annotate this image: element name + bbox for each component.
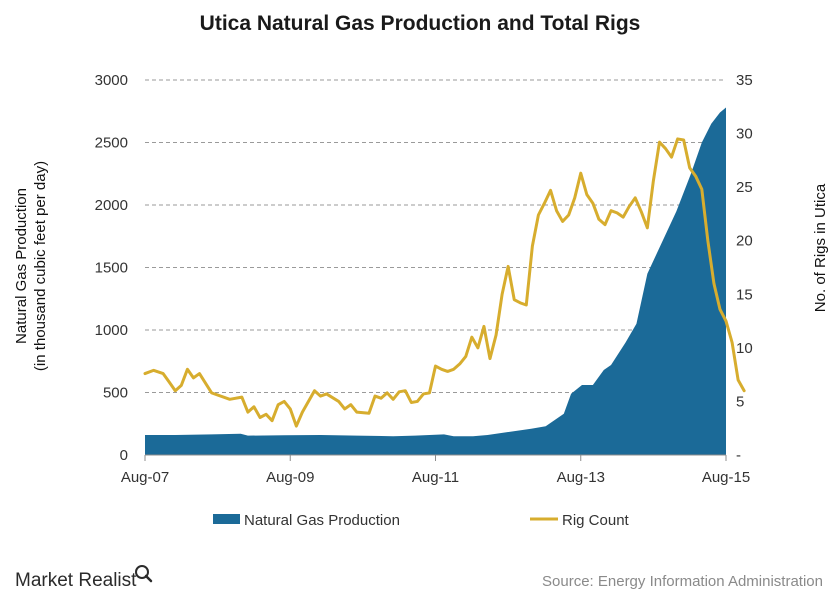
- right-tick-label: 30: [736, 126, 753, 143]
- right-tick-label: 5: [736, 393, 744, 410]
- magnifier-icon: [135, 565, 153, 583]
- left-axis-ticks: 0 500 1000 1500 2000 2500 3000: [95, 72, 128, 464]
- left-tick-label: 1000: [95, 322, 128, 339]
- left-axis-label-line2: (in thousand cubic feet per day): [32, 161, 49, 371]
- x-tick-label: Aug-09: [266, 469, 314, 486]
- right-tick-label: 10: [736, 340, 753, 357]
- legend-label-production: Natural Gas Production: [244, 512, 400, 529]
- right-tick-label: 35: [736, 72, 753, 89]
- x-tick-label: Aug-13: [557, 469, 605, 486]
- source-note: Source: Energy Information Administratio…: [542, 573, 823, 590]
- rig-line-layer: [143, 137, 746, 428]
- x-axis-ticks: Aug-07 Aug-09 Aug-11 Aug-13 Aug-15: [121, 455, 750, 486]
- x-tick-label: Aug-07: [121, 469, 169, 486]
- legend-label-rig-count: Rig Count: [562, 512, 630, 529]
- x-tick-label: Aug-15: [702, 469, 750, 486]
- legend: Natural Gas Production Rig Count: [213, 512, 630, 529]
- left-tick-label: 2000: [95, 197, 128, 214]
- right-axis-label: No. of Rigs in Utica: [812, 183, 829, 312]
- left-tick-label: 500: [103, 385, 128, 402]
- left-tick-label: 2500: [95, 135, 128, 152]
- right-axis-ticks: - 5 10 15 20 25 30 35: [736, 72, 753, 464]
- rig-count-line: [143, 137, 746, 428]
- x-tick-label: Aug-11: [412, 469, 459, 486]
- chart-title: Utica Natural Gas Production and Total R…: [200, 12, 641, 35]
- right-tick-label: 15: [736, 286, 753, 303]
- production-area-layer: [145, 107, 726, 455]
- legend-swatch-production: [213, 514, 240, 524]
- left-tick-label: 1500: [95, 260, 128, 277]
- left-tick-label: 3000: [95, 72, 128, 89]
- right-tick-label: -: [736, 447, 741, 464]
- right-tick-label: 25: [736, 179, 753, 196]
- market-realist-logo: Market Realist: [15, 570, 137, 591]
- left-tick-label: 0: [120, 447, 128, 464]
- left-axis-label-line1: Natural Gas Production: [13, 188, 30, 344]
- production-area: [145, 107, 726, 455]
- right-tick-label: 20: [736, 233, 753, 250]
